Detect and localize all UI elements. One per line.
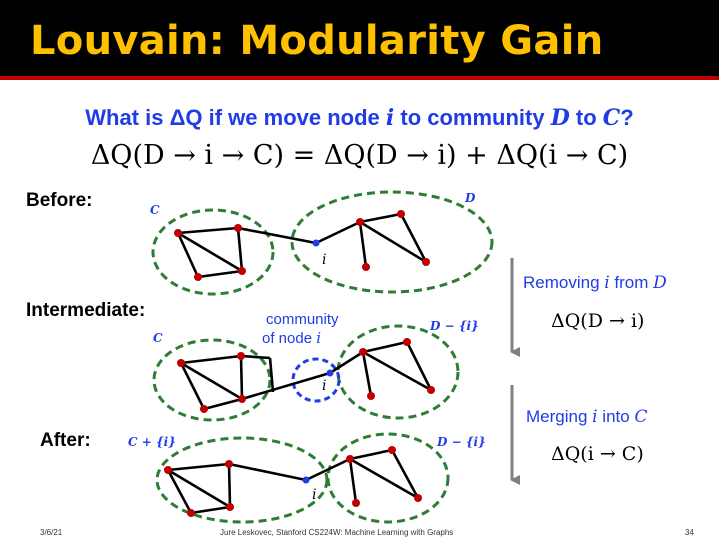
- node-i-label: i: [322, 252, 326, 268]
- after-edges: [166, 448, 420, 515]
- community-c-outline: [151, 208, 275, 296]
- node: [414, 494, 422, 502]
- merge-step-label: Merging i into C: [526, 407, 647, 427]
- question-to: C: [602, 105, 621, 131]
- node: [177, 359, 185, 367]
- community-c-outline: [152, 338, 272, 422]
- step-target: C: [634, 407, 648, 427]
- node: [388, 446, 396, 454]
- node: [234, 224, 242, 232]
- modularity-equation: ΔQ(D → i → C) = ΔQ(D → i) + ΔQ(i → C): [90, 140, 629, 171]
- title-rule: [0, 76, 719, 80]
- after-graph: i C + {i} D − {i}: [128, 432, 486, 524]
- after-nodes: [164, 446, 422, 517]
- step-text: Removing: [523, 273, 605, 292]
- node: [346, 455, 354, 463]
- question-suffix: ?: [620, 105, 634, 130]
- intermediate-graph: i C D − {i} community of node i: [152, 311, 479, 422]
- question-delta: ΔQ: [169, 105, 203, 130]
- node: [422, 258, 430, 266]
- before-nodes: [174, 210, 430, 281]
- before-edges: [176, 212, 428, 279]
- intermediate-label: Intermediate:: [26, 300, 146, 321]
- question-prefix: What is: [85, 105, 170, 130]
- question-mid1: if we move node: [202, 105, 386, 130]
- remove-step-label: Removing i from D: [523, 273, 667, 293]
- question-from: D: [550, 105, 570, 131]
- community-d-minus-i-outline: [326, 432, 450, 524]
- node: [187, 509, 195, 517]
- step-suffix: into: [597, 407, 635, 426]
- node: [237, 352, 245, 360]
- node: [359, 348, 367, 356]
- question-mid2: to community: [394, 105, 551, 130]
- node: [225, 460, 233, 468]
- before-graph: i C D: [150, 190, 494, 296]
- node: [226, 503, 234, 511]
- community-d-minus-i-outline: [336, 324, 460, 420]
- remove-step-formula: ΔQ(D → i): [551, 310, 645, 332]
- node: [362, 263, 370, 271]
- annotation-var: i: [316, 329, 321, 347]
- step-suffix: from: [609, 273, 654, 292]
- node: [356, 218, 364, 226]
- step-text: Merging: [526, 407, 593, 426]
- question-mid3: to: [569, 105, 603, 130]
- question: What is ΔQ if we move node i to communit…: [0, 105, 719, 131]
- after-label: After:: [40, 430, 91, 451]
- node: [194, 273, 202, 281]
- community-c-label: C: [153, 331, 163, 345]
- community-d-minus-i-label: D − {i}: [429, 319, 479, 333]
- question-node: i: [385, 105, 395, 131]
- before-label: Before:: [26, 190, 93, 211]
- node: [403, 338, 411, 346]
- community-of-node-annotation-line1: community: [266, 311, 339, 328]
- node: [367, 392, 375, 400]
- annotation-text: of node: [262, 330, 316, 347]
- step-target: D: [653, 273, 667, 293]
- footer-page-number: 34: [685, 528, 694, 537]
- merge-step-formula: ΔQ(i → C): [551, 443, 644, 465]
- node: [427, 386, 435, 394]
- node-i-label: i: [312, 487, 316, 503]
- node: [238, 395, 246, 403]
- community-d-outline: [290, 190, 494, 294]
- footer-credit: Jure Leskovec, Stanford CS224W: Machine …: [220, 528, 454, 537]
- community-c-label: C: [150, 203, 160, 217]
- node: [238, 267, 246, 275]
- node: [352, 499, 360, 507]
- slide-title: Louvain: Modularity Gain: [30, 18, 604, 64]
- title-bar: [0, 0, 719, 76]
- community-d-minus-i-label: D − {i}: [436, 435, 486, 449]
- node: [164, 466, 172, 474]
- node: [397, 210, 405, 218]
- node-i-label: i: [322, 378, 326, 394]
- community-of-node-i-outline: [291, 357, 341, 403]
- node-i: [312, 239, 320, 247]
- node: [174, 229, 182, 237]
- node-i: [326, 369, 334, 377]
- node: [200, 405, 208, 413]
- intermediate-nodes: [177, 338, 435, 413]
- step-var: i: [592, 407, 598, 427]
- footer-date: 3/6/21: [40, 528, 63, 537]
- community-d-label: D: [464, 191, 476, 205]
- node-i: [302, 476, 310, 484]
- step-var: i: [604, 273, 610, 293]
- community-c-plus-i-label: C + {i}: [128, 435, 176, 449]
- community-of-node-annotation-line2: of node i: [262, 329, 321, 347]
- intermediate-edges: [179, 340, 433, 411]
